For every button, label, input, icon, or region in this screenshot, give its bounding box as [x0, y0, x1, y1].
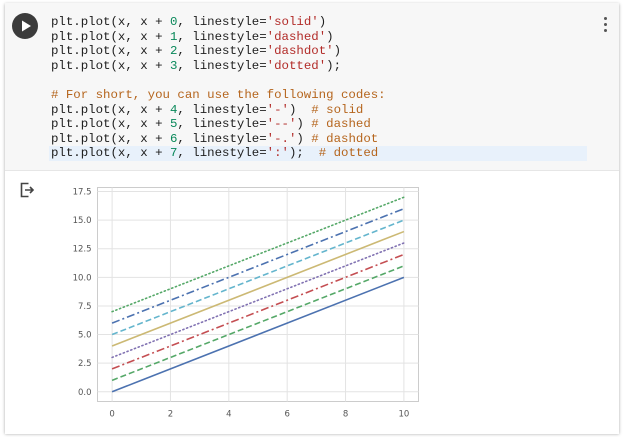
x-tick-label: 10	[398, 410, 409, 420]
code-line[interactable]: plt.plot(x, x + 1, linestyle='dashed')	[51, 30, 599, 45]
code-token: );	[288, 146, 319, 161]
y-tick-label: 5.0	[78, 331, 92, 341]
code-token: , linestyle=	[177, 29, 267, 44]
code-line[interactable]: plt.plot(x, x + 2, linestyle='dashdot')	[51, 44, 599, 59]
code-token: 0	[169, 15, 178, 29]
code-token: 2	[169, 44, 178, 59]
series-line-dashdot	[111, 253, 405, 370]
series-line-dashdot	[111, 207, 405, 324]
code-token: , linestyle=	[177, 117, 267, 132]
code-line[interactable]: plt.plot(x, x + 3, linestyle='dotted');	[51, 59, 599, 74]
plot-frame	[97, 187, 419, 402]
x-tick-label: 4	[226, 410, 231, 420]
code-token: # dashdot	[311, 131, 379, 146]
code-token: plt.plot(x, x +	[51, 146, 170, 161]
code-token: # dotted	[318, 146, 379, 161]
x-tick-label: 0	[109, 410, 114, 420]
code-token: plt.plot(x, x +	[51, 44, 170, 59]
code-token: 3	[169, 58, 178, 73]
x-tick-label: 2	[168, 410, 173, 420]
code-token: plt.plot(x, x +	[51, 29, 170, 44]
x-tick-label: 8	[343, 410, 348, 420]
y-tick-label: 0.0	[78, 388, 92, 398]
code-token: 'solid'	[266, 15, 319, 29]
series-line-dashed	[111, 219, 405, 336]
output-exit-icon[interactable]	[19, 182, 35, 198]
code-token: # For short, you can use the following c…	[51, 87, 386, 102]
cell-output: 0.0 2.5 5.0 7.5 10.0 12.5 15.0 17.5 0 2 4 6 8 10	[5, 170, 619, 434]
code-token: plt.plot(x, x +	[51, 58, 170, 73]
code-token: 4	[169, 102, 178, 117]
code-area[interactable]: plt.plot(x, x + 0, linestyle='solid') plt…	[5, 3, 619, 170]
code-token: '-'	[266, 102, 289, 117]
code-token: )	[288, 102, 312, 117]
y-tick-label: 7.5	[78, 302, 92, 312]
code-token: 7	[169, 146, 178, 161]
code-line[interactable]: plt.plot(x, x + 0, linestyle='solid')	[51, 15, 599, 30]
code-token: plt.plot(x, x +	[51, 131, 170, 146]
y-tick-label: 12.5	[73, 245, 92, 255]
y-tick-label: 17.5	[73, 188, 92, 198]
code-token: )	[296, 117, 312, 132]
code-token: , linestyle=	[177, 44, 267, 59]
code-line[interactable]: plt.plot(x, x + 6, linestyle='-.') # das…	[51, 132, 599, 147]
run-cell-button[interactable]	[12, 13, 38, 39]
code-line[interactable]: # For short, you can use the following c…	[51, 88, 599, 103]
line-chart: 0.0 2.5 5.0 7.5 10.0 12.5 15.0 17.5 0 2 4 6 8 10	[73, 187, 419, 420]
code-token: 1	[169, 29, 178, 44]
code-token: 5	[169, 117, 178, 132]
series-line-dotted	[111, 196, 405, 313]
code-editor[interactable]: plt.plot(x, x + 0, linestyle='solid') plt…	[49, 15, 599, 163]
code-token: , linestyle=	[177, 58, 267, 73]
code-token: 6	[169, 131, 178, 146]
code-line[interactable]	[51, 73, 599, 88]
code-token: plt.plot(x, x +	[51, 15, 170, 29]
code-token: , linestyle=	[177, 131, 267, 146]
code-line[interactable]: plt.plot(x, x + 5, linestyle='--') # das…	[51, 117, 599, 132]
code-line[interactable]: plt.plot(x, x + 7, linestyle=':'); # dot…	[49, 146, 587, 161]
code-token: # solid	[311, 102, 364, 117]
more-vert-icon[interactable]	[599, 15, 611, 37]
series-line-solid	[111, 276, 405, 393]
series-line-dashed	[111, 265, 405, 382]
code-token: , linestyle=	[177, 15, 267, 29]
code-token: '--'	[266, 117, 297, 132]
code-token: # dashed	[311, 117, 371, 132]
code-token: , linestyle=	[177, 146, 267, 161]
series-line-dotted	[111, 242, 405, 359]
play-icon	[22, 20, 31, 32]
code-token: );	[326, 58, 342, 73]
code-token: plt.plot(x, x +	[51, 102, 170, 117]
series-line-solid	[111, 230, 405, 347]
y-tick-label: 15.0	[73, 216, 92, 226]
code-token: , linestyle=	[177, 102, 267, 117]
y-tick-label: 10.0	[73, 273, 92, 283]
code-line[interactable]: plt.plot(x, x + 4, linestyle='-') # soli…	[51, 103, 599, 118]
code-token: '-.'	[266, 131, 297, 146]
code-token: )	[326, 29, 334, 44]
code-token: )	[333, 44, 342, 59]
code-token: plt.plot(x, x +	[51, 117, 170, 132]
notebook-cell: plt.plot(x, x + 0, linestyle='solid') plt…	[5, 3, 619, 434]
x-tick-label: 6	[284, 410, 289, 420]
code-token: )	[318, 15, 327, 29]
code-token: 'dashed'	[266, 29, 327, 44]
code-token: )	[296, 131, 312, 146]
code-token: 'dashdot'	[266, 44, 334, 59]
code-token: 'dotted'	[266, 58, 327, 73]
y-tick-label: 2.5	[78, 359, 92, 369]
code-token: ':'	[266, 146, 289, 161]
